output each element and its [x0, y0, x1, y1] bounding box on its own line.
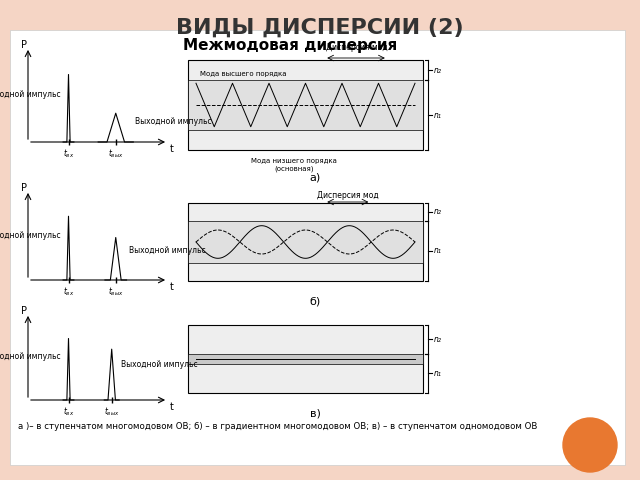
Text: n₂: n₂ — [434, 207, 442, 216]
Text: t: t — [170, 282, 174, 292]
Bar — [188, 325, 423, 393]
Bar — [188, 354, 423, 364]
Text: n₂: n₂ — [434, 66, 442, 74]
Text: P: P — [21, 183, 27, 193]
Text: t: t — [170, 402, 174, 412]
Text: а )– в ступенчатом многомодовом ОВ; б) – в градиентном многомодовом ОВ; в) – в с: а )– в ступенчатом многомодовом ОВ; б) –… — [18, 422, 538, 431]
Text: Выходной импульс: Выходной импульс — [129, 246, 205, 255]
Bar — [188, 60, 423, 150]
Text: Дисперсия мод: Дисперсия мод — [317, 191, 379, 200]
Text: Дисперсия мод: Дисперсия мод — [326, 43, 388, 52]
Bar — [188, 80, 423, 130]
Text: Выходной импульс: Выходной импульс — [121, 360, 198, 369]
Text: а): а) — [309, 173, 321, 183]
Text: Выходной импульс: Выходной импульс — [135, 117, 212, 126]
Text: n₂: n₂ — [434, 335, 442, 344]
Text: Входной импульс: Входной импульс — [0, 352, 60, 361]
Text: $t_{вых}$: $t_{вых}$ — [104, 406, 120, 419]
Text: n₁: n₁ — [434, 246, 442, 255]
Text: n₁: n₁ — [434, 369, 442, 378]
Circle shape — [563, 418, 617, 472]
Bar — [188, 203, 423, 281]
Text: P: P — [21, 40, 27, 50]
Text: $t_{вх}$: $t_{вх}$ — [63, 406, 74, 419]
Bar — [188, 220, 423, 264]
Text: Входной импульс: Входной импульс — [0, 231, 60, 240]
Text: б): б) — [309, 296, 321, 306]
Text: в): в) — [310, 408, 321, 418]
Text: $t_{вх}$: $t_{вх}$ — [63, 286, 74, 299]
Text: Межмодовая дисперсия: Межмодовая дисперсия — [183, 38, 397, 53]
Text: ВИДЫ ДИСПЕРСИИ (2): ВИДЫ ДИСПЕРСИИ (2) — [176, 18, 464, 38]
Text: P: P — [21, 306, 27, 316]
Text: Мода высшего порядка: Мода высшего порядка — [200, 71, 287, 77]
Text: n₁: n₁ — [434, 110, 442, 120]
Text: $t_{вх}$: $t_{вх}$ — [63, 148, 74, 160]
Text: Мода низшего порядка
(основная): Мода низшего порядка (основная) — [251, 158, 337, 171]
Text: t: t — [170, 144, 174, 154]
Text: $t_{вых}$: $t_{вых}$ — [108, 148, 124, 160]
Text: $t_{вых}$: $t_{вых}$ — [108, 286, 124, 299]
Text: Входной импульс: Входной импульс — [0, 90, 60, 99]
